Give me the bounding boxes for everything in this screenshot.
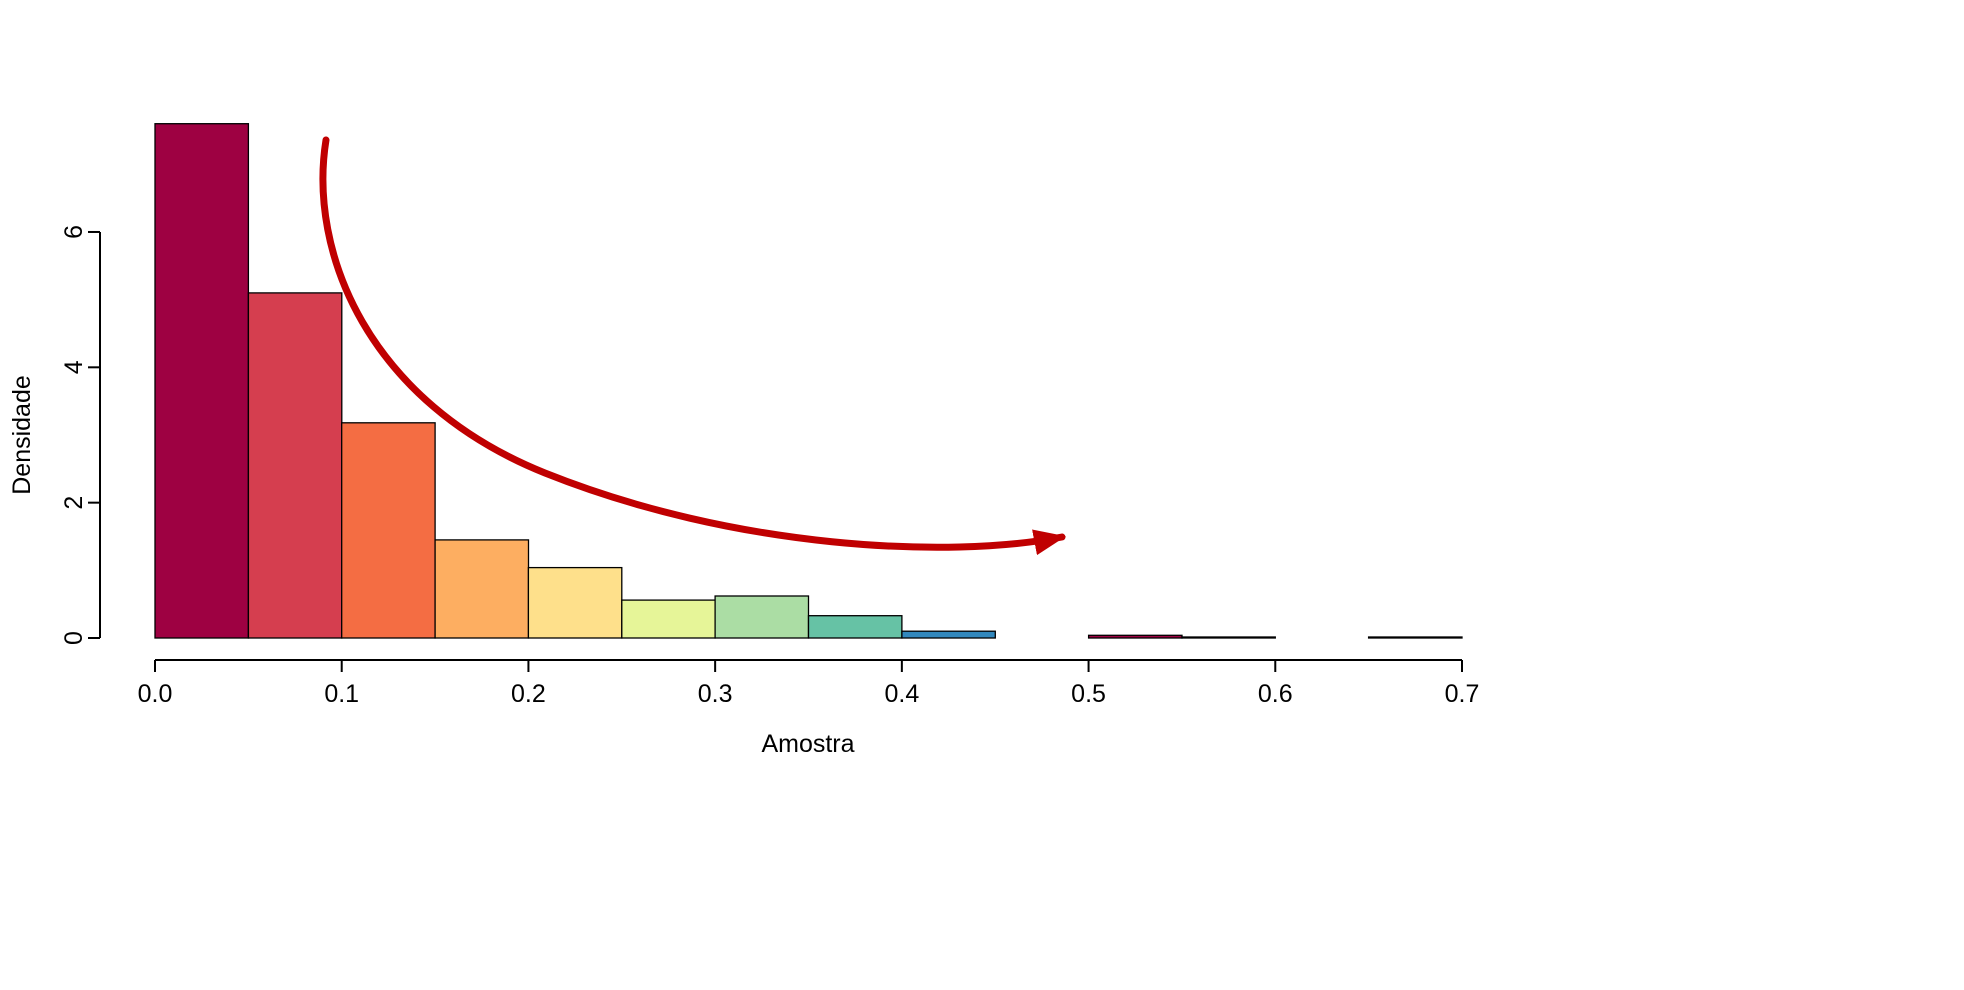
x-tick-label: 0.3 xyxy=(698,680,733,708)
x-tick-label: 0.2 xyxy=(511,680,546,708)
y-tick-label: 0 xyxy=(60,631,88,645)
decay-arrow-annotation xyxy=(319,136,1066,556)
histogram-bar xyxy=(901,630,996,639)
y-tick-label: 4 xyxy=(60,360,88,374)
histogram-bar xyxy=(154,123,250,639)
histogram-bar xyxy=(714,595,810,639)
x-tick-label: 0.0 xyxy=(138,680,173,708)
x-tick-label: 0.5 xyxy=(1071,680,1106,708)
histogram-bar xyxy=(1087,634,1183,639)
histogram-bar xyxy=(1181,636,1276,639)
histogram-bar xyxy=(807,615,903,639)
y-tick-label: 6 xyxy=(60,225,88,239)
x-axis-title: Amostra xyxy=(761,730,854,758)
x-tick-label: 0.6 xyxy=(1258,680,1293,708)
axes-group: 0.0 0.1 0.2 0.3 0.4 0.5 0.6 0.7 0 2 4 6 xyxy=(60,225,1479,708)
y-axis-title: Densidade xyxy=(8,375,36,495)
bars-group xyxy=(154,123,1463,639)
histogram-bar xyxy=(1367,636,1463,639)
histogram-bar xyxy=(341,422,436,639)
x-tick-label: 0.1 xyxy=(324,680,359,708)
x-tick-label: 0.7 xyxy=(1445,680,1480,708)
histogram-bar xyxy=(434,539,530,639)
x-tick-label: 0.4 xyxy=(884,680,919,708)
histogram-bar xyxy=(247,292,343,639)
histogram-bar xyxy=(527,566,623,639)
y-tick-label: 2 xyxy=(60,496,88,510)
histogram-bar xyxy=(621,599,716,639)
